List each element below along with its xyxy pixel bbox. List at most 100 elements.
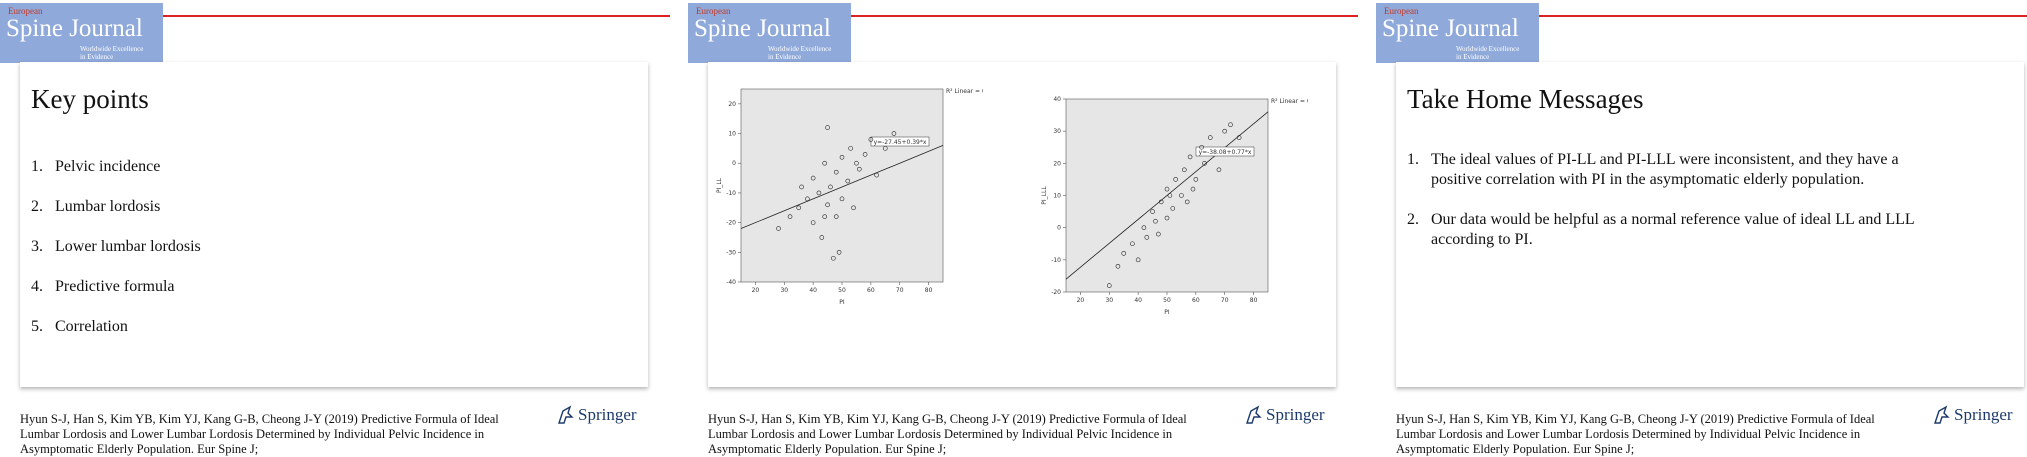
data-point: [828, 184, 833, 190]
y-tick-label: 0: [732, 160, 736, 167]
data-point: [776, 226, 781, 231]
data-point: [868, 137, 874, 142]
logo-tagline: Worldwide Excellence: [1456, 45, 1520, 53]
header-rule: [1539, 15, 2027, 17]
springer-horse: [1246, 405, 1262, 424]
y-tick-label: 10: [1053, 193, 1061, 200]
x-tick-label: 70: [896, 287, 904, 294]
item-number: 5.: [31, 318, 43, 335]
point-item: 2. Lumbar lordosis: [31, 197, 201, 217]
data-point: [1222, 128, 1228, 134]
data-point: [816, 190, 822, 196]
data-point: [1193, 177, 1199, 182]
item-text: Lower lumbar lordosis: [55, 238, 201, 255]
data-point: [882, 146, 888, 151]
x-tick-label: 40: [1134, 297, 1142, 304]
journal-logo: European Spine Journal Worldwide Excellenc…: [0, 3, 163, 63]
y-tick-label: -40: [726, 279, 736, 286]
equation: y=-38.08+0.77*x: [1199, 149, 1252, 156]
publisher-logo: Springer: [556, 405, 637, 425]
x-axis-label: PI: [1164, 309, 1170, 316]
data-point: [825, 202, 830, 208]
data-point: [1236, 135, 1242, 140]
x-tick-label: 30: [1105, 297, 1113, 304]
item-text: Correlation: [55, 318, 128, 335]
data-point: [1164, 215, 1170, 221]
slide: European Spine Journal Worldwide Excellenc…: [688, 0, 1358, 457]
data-point: [1144, 235, 1150, 240]
fit-line: [740, 145, 944, 229]
data-point: [891, 131, 897, 136]
slide-title: Take Home Messages: [1407, 84, 1644, 114]
logo-top: European: [696, 6, 731, 16]
publisher-name: Springer: [578, 405, 637, 424]
item-text: The ideal values of PI-LL and PI-LLL wer…: [1431, 151, 1899, 188]
data-point: [1158, 199, 1164, 205]
logo-name: Spine Journal: [1382, 15, 1519, 42]
x-tick-label: 50: [838, 287, 846, 294]
publisher-name: Springer: [1266, 405, 1325, 424]
data-point: [836, 250, 842, 255]
point-item: 4. Predictive formula: [31, 277, 201, 297]
header-rule: [851, 15, 1358, 17]
data-point: [1135, 257, 1141, 263]
point-list: 1. The ideal values of PI-LL and PI-LLL w…: [1407, 150, 1927, 270]
journal-logo: European Spine Journal Worldwide Excellenc…: [1376, 3, 1539, 63]
data-point: [1184, 199, 1190, 205]
item-number: 4.: [31, 278, 43, 295]
data-point: [1170, 206, 1176, 211]
point-list: 1. Pelvic incidence 2. Lumbar lordosis 3. Low…: [31, 157, 201, 357]
data-point: [1216, 167, 1222, 173]
citation: Hyun S-J, Han S, Kim YB, Kim YJ, Kang G-…: [20, 412, 499, 456]
item-number: 1.: [1407, 151, 1419, 168]
y-axis-label: PI_LL: [716, 177, 723, 193]
item-text: Our data would be helpful as a normal re…: [1431, 211, 1915, 248]
data-point: [839, 154, 845, 160]
data-point: [822, 214, 827, 219]
journal-logo: European Spine Journal Worldwide Excellenc…: [688, 3, 851, 63]
fit-label: R² Linear = 0.514: [1271, 98, 1308, 105]
point-item: 2. Our data would be helpful as a normal …: [1407, 210, 1927, 250]
data-point: [1202, 161, 1207, 166]
y-tick-label: -30: [726, 249, 736, 256]
item-number: 3.: [31, 238, 43, 255]
citation: Hyun S-J, Han S, Kim YB, Kim YJ, Kang G-…: [708, 412, 1187, 456]
publisher-logo: Springer: [1932, 405, 2013, 425]
scatter-chart: 20 30 40 50 60 70 80 -40 -30 -20 -10 0 10 20 PI PI_LL R²…: [716, 88, 983, 306]
y-tick-label: -10: [726, 190, 736, 197]
data-point: [1130, 241, 1135, 247]
logo-tagline: Worldwide Excellence: [80, 45, 144, 53]
data-point: [1156, 231, 1161, 237]
y-tick-label: 20: [728, 101, 736, 108]
data-point: [1164, 186, 1170, 192]
logo-tagline: Worldwide Excellence: [768, 45, 832, 53]
logo-name: Spine Journal: [694, 15, 831, 42]
data-point: [1179, 193, 1184, 198]
data-point: [805, 196, 810, 202]
y-tick-label: 30: [1053, 128, 1061, 135]
data-point: [787, 214, 793, 219]
data-point: [1190, 186, 1196, 192]
equation-box: [1195, 146, 1255, 157]
data-point: [810, 175, 816, 181]
data-point: [1187, 154, 1193, 160]
header-rule: [163, 15, 670, 17]
logo-tagline: in Evidence: [768, 53, 802, 61]
data-point: [1121, 251, 1127, 256]
data-point: [1228, 122, 1233, 128]
item-number: 1.: [31, 158, 43, 175]
point-item: 1. Pelvic incidence: [31, 157, 201, 177]
y-tick-label: -20: [726, 220, 736, 227]
x-axis-label: PI: [839, 299, 845, 306]
data-point: [819, 235, 825, 240]
data-point: [862, 152, 868, 157]
y-tick-label: -10: [1051, 257, 1061, 264]
scatter-chart: 20 30 40 50 60 70 80 -20 -10 0 10 20 30 40 PI PI_LLL R² …: [1041, 96, 1308, 316]
slide-title: Key points: [31, 84, 149, 114]
citation: Hyun S-J, Han S, Kim YB, Kim YJ, Kang G-…: [1396, 412, 1875, 456]
x-tick-label: 20: [1077, 297, 1085, 304]
y-tick-label: -20: [1051, 289, 1061, 296]
data-point: [1153, 218, 1158, 224]
logo-top: European: [8, 6, 43, 16]
